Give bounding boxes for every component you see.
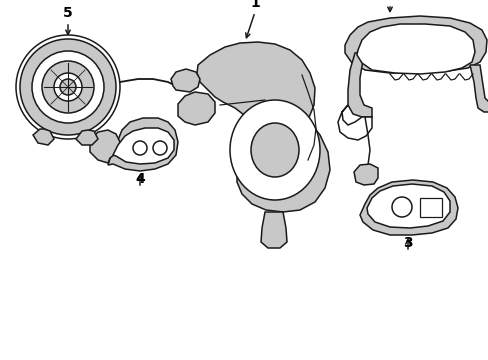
Polygon shape: [469, 65, 488, 112]
Polygon shape: [90, 130, 120, 163]
Polygon shape: [197, 42, 329, 212]
Circle shape: [20, 39, 116, 135]
Circle shape: [133, 141, 147, 155]
Polygon shape: [353, 164, 377, 185]
Polygon shape: [366, 184, 449, 228]
Circle shape: [60, 79, 76, 95]
Circle shape: [42, 61, 94, 113]
Circle shape: [54, 73, 82, 101]
Polygon shape: [345, 16, 486, 73]
Polygon shape: [76, 130, 98, 145]
Polygon shape: [337, 105, 371, 140]
Polygon shape: [261, 212, 286, 248]
Ellipse shape: [250, 123, 298, 177]
Circle shape: [153, 141, 167, 155]
Text: 5: 5: [63, 6, 73, 20]
Polygon shape: [171, 69, 200, 92]
Polygon shape: [419, 198, 441, 217]
Text: 2: 2: [385, 0, 394, 2]
Circle shape: [391, 197, 411, 217]
Circle shape: [32, 51, 104, 123]
Text: 4: 4: [135, 172, 144, 186]
Ellipse shape: [229, 100, 319, 200]
Text: 1: 1: [250, 0, 259, 10]
Polygon shape: [33, 129, 54, 145]
Polygon shape: [359, 180, 457, 235]
Text: 3: 3: [403, 236, 412, 250]
Polygon shape: [108, 118, 178, 171]
Polygon shape: [356, 24, 474, 74]
Circle shape: [16, 35, 120, 139]
Polygon shape: [178, 92, 215, 125]
Polygon shape: [113, 128, 174, 164]
Polygon shape: [347, 50, 371, 117]
